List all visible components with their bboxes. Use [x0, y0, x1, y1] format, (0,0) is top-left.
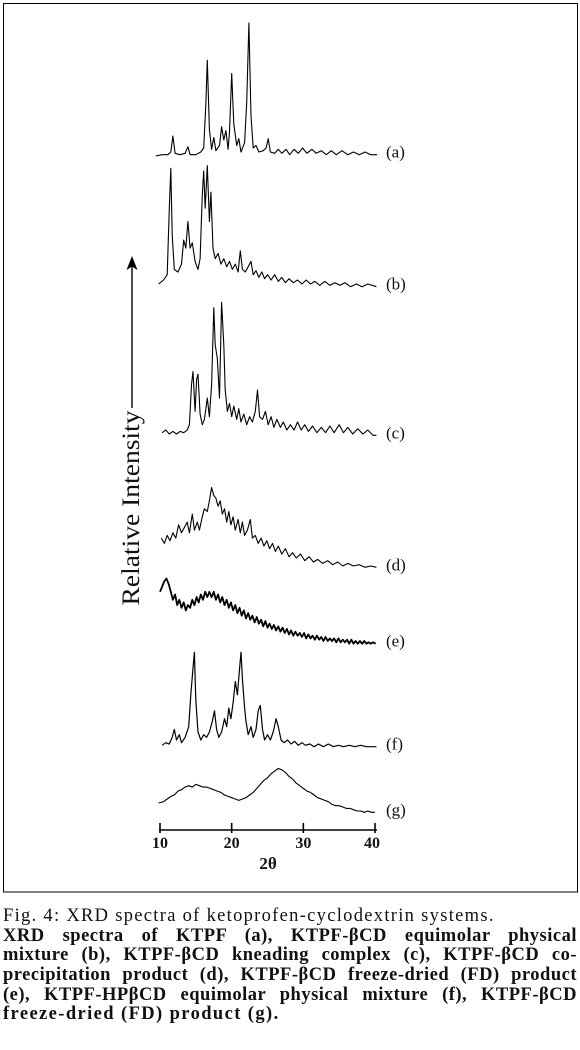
x-tick-label-10: 10 [152, 835, 168, 852]
xrd-chart: (a) (b) (c) (d) (e) (f) (g) 10 20 30 40 2θ Relati… [3, 3, 578, 893]
x-axis-label: 2θ [259, 854, 277, 873]
trace-label-c: (c) [386, 423, 405, 442]
trace-labels: (a) (b) (c) (d) (e) (f) (g) [386, 143, 406, 820]
y-axis-arrowhead [126, 256, 138, 270]
trace-label-g: (g) [386, 800, 406, 819]
xrd-trace-e [159, 577, 377, 645]
x-axis-ticks [159, 823, 376, 833]
xrd-trace-c [161, 301, 377, 436]
caption-line: XRD spectra of KTPF (a), KTPF-βCD equimo… [3, 926, 577, 946]
x-tick-label-20: 20 [224, 835, 240, 852]
y-axis-label: Relative Intensity [118, 410, 145, 606]
x-tick-label-40: 40 [364, 835, 380, 852]
xrd-trace-b [158, 165, 377, 288]
caption-line: mixture (b), KTPF-βCD kneading complex (… [3, 946, 577, 966]
caption-line: (e), KTPF-HPβCD equimolar physical mixtu… [3, 985, 577, 1005]
xrd-trace-f [161, 651, 377, 748]
trace-label-f: (f) [386, 735, 403, 754]
caption-line: precipitation product (d), KTPF-βCD free… [3, 966, 577, 986]
trace-label-b: (b) [386, 275, 406, 294]
xrd-trace-d [160, 486, 377, 568]
figure-frame [3, 3, 578, 893]
caption-line: freeze-dried (FD) product (g). [3, 1005, 280, 1025]
trace-label-d: (d) [386, 555, 406, 574]
trace-label-e: (e) [386, 632, 405, 651]
xrd-trace-g [158, 767, 375, 813]
xrd-traces [155, 22, 378, 813]
caption-title: Fig. 4: XRD spectra of ketoprofen-cyclod… [3, 907, 495, 926]
trace-label-a: (a) [386, 143, 405, 162]
figure-caption: Fig. 4: XRD spectra of ketoprofen-cyclod… [3, 907, 577, 1025]
x-tick-label-30: 30 [295, 835, 311, 852]
xrd-trace-a [155, 22, 378, 157]
x-axis-tick-labels: 10 20 30 40 [152, 835, 380, 852]
